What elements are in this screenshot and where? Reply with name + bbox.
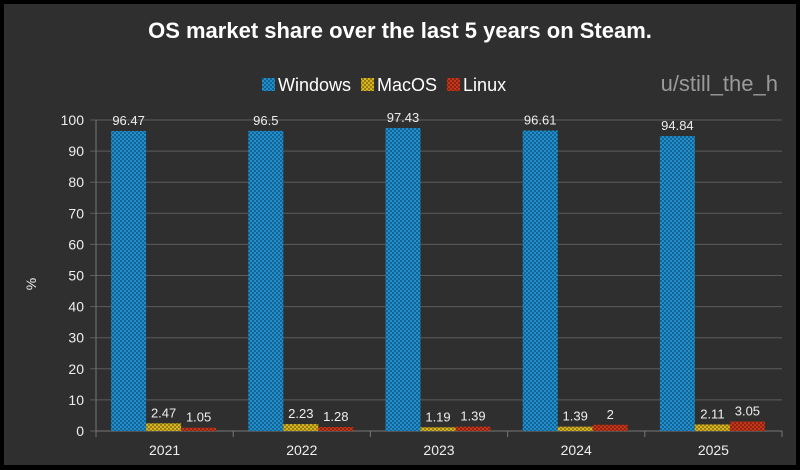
legend-label-linux: Linux — [463, 75, 506, 95]
legend-swatch-windows — [262, 78, 275, 91]
y-tick-label: 90 — [68, 143, 84, 159]
y-tick-label: 0 — [76, 423, 84, 439]
x-tick-label: 2025 — [698, 442, 729, 458]
y-tick-label: 100 — [61, 112, 85, 128]
bar-windows-2024 — [522, 130, 558, 431]
data-label: 2.23 — [288, 406, 313, 421]
bar-windows-2025 — [659, 136, 695, 431]
legend-swatch-linux — [447, 78, 461, 91]
chart-title: OS market share over the last 5 years on… — [148, 18, 652, 43]
y-axis-label: % — [23, 278, 39, 290]
watermark: u/still_the_h — [661, 71, 778, 96]
legend-swatch-macos — [361, 78, 375, 91]
bar-windows-2021 — [111, 130, 147, 431]
y-tick-label: 30 — [68, 330, 84, 346]
x-tick-label: 2022 — [286, 442, 317, 458]
bar-macos-2022 — [283, 424, 319, 431]
bar-macos-2023 — [420, 427, 456, 431]
data-label: 96.5 — [253, 113, 278, 128]
data-label: 2.47 — [151, 405, 176, 420]
data-label: 94.84 — [661, 118, 694, 133]
y-tick-label: 70 — [68, 205, 84, 221]
x-tick-label: 2024 — [561, 442, 592, 458]
y-tick-label: 10 — [68, 392, 84, 408]
legend-label-macos: MacOS — [377, 75, 437, 95]
x-tick-label: 2021 — [149, 442, 180, 458]
y-tick-label: 20 — [68, 361, 84, 377]
x-tick-label: 2023 — [423, 442, 454, 458]
bar-windows-2023 — [385, 127, 421, 431]
data-label: 1.39 — [563, 409, 588, 424]
data-label: 1.28 — [323, 409, 348, 424]
bar-linux-2022 — [318, 427, 354, 431]
data-label: 3.05 — [735, 404, 760, 419]
y-tick-label: 80 — [68, 174, 84, 190]
data-label: 1.05 — [186, 410, 211, 425]
data-label: 1.39 — [460, 409, 485, 424]
bar-linux-2024 — [592, 424, 628, 431]
bar-macos-2024 — [557, 426, 593, 431]
y-tick-label: 60 — [68, 236, 84, 252]
data-label: 2.11 — [700, 406, 724, 421]
bar-linux-2023 — [455, 426, 491, 431]
data-label: 2 — [607, 407, 614, 422]
legend-label-windows: Windows — [278, 75, 351, 95]
bar-macos-2021 — [146, 423, 182, 431]
data-label: 96.47 — [112, 113, 145, 128]
data-label: 1.19 — [425, 409, 450, 424]
data-label: 97.43 — [387, 110, 420, 125]
y-tick-label: 50 — [68, 268, 84, 284]
bar-linux-2021 — [181, 427, 217, 431]
bar-linux-2025 — [729, 421, 765, 431]
data-label: 96.61 — [524, 113, 557, 128]
bar-windows-2022 — [248, 130, 284, 431]
bar-macos-2025 — [694, 424, 730, 431]
y-tick-label: 40 — [68, 299, 84, 315]
